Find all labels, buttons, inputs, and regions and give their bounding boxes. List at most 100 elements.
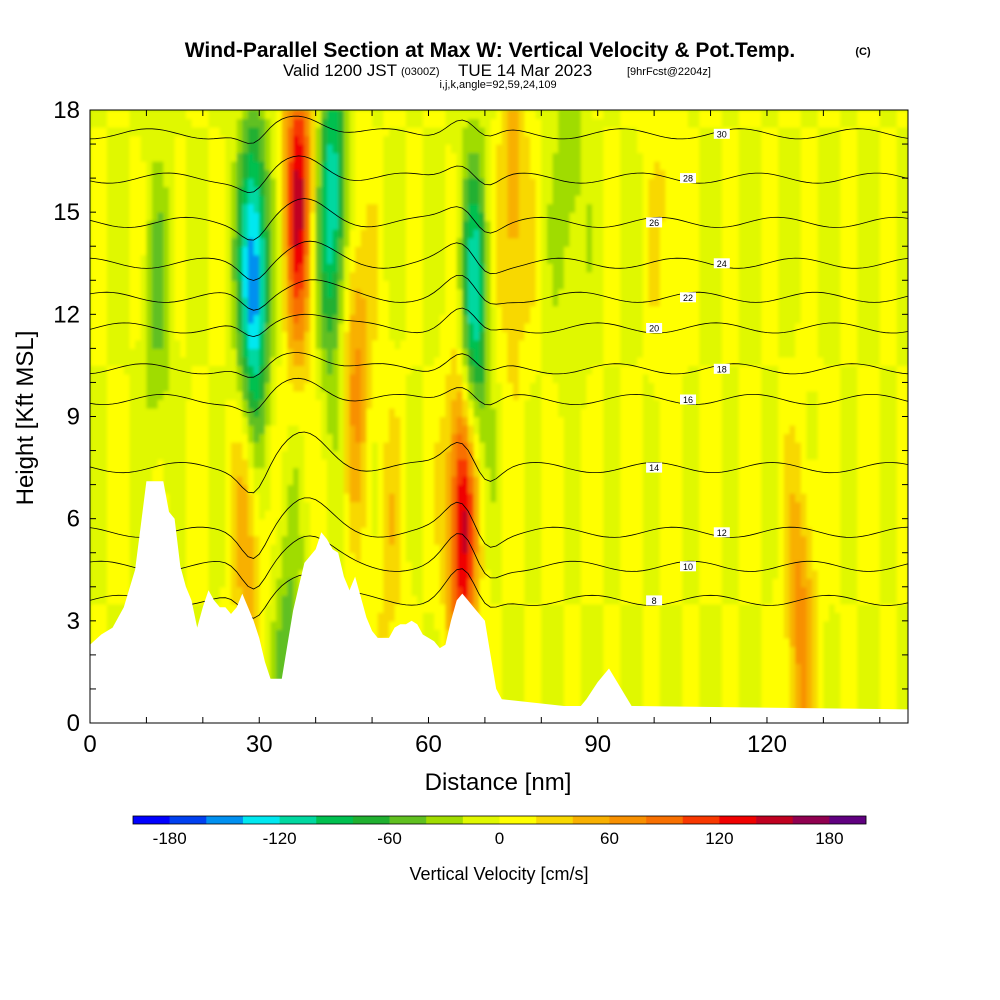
velocity-cell [310,467,317,477]
velocity-cell [388,331,396,341]
velocity-cell [287,544,294,554]
velocity-cell [185,339,193,349]
velocity-cell [383,220,390,230]
velocity-cell [112,263,119,273]
velocity-cell [146,212,153,222]
velocity-cell [355,297,362,307]
velocity-cell [445,552,452,562]
velocity-cell [259,195,266,205]
velocity-cell [185,348,193,358]
velocity-cell [225,271,232,281]
velocity-cell [123,186,131,196]
velocity-cell [281,169,289,179]
velocity-cell [152,203,159,213]
velocity-cell [445,144,452,154]
velocity-cell [270,637,277,647]
velocity-cell [264,203,272,213]
velocity-cell [434,254,441,264]
velocity-cell [467,263,475,273]
velocity-cell [152,288,159,298]
velocity-cell [439,578,447,588]
velocity-cell [400,135,407,145]
velocity-cell [445,510,452,520]
velocity-cell [208,220,215,230]
velocity-cell [326,152,334,162]
velocity-cell [140,118,148,128]
velocity-cell [146,339,153,349]
velocity-cell [95,186,102,196]
velocity-cell [259,407,266,418]
velocity-cell [366,510,373,520]
velocity-cell [281,110,289,120]
velocity-cell [112,433,119,443]
velocity-cell [372,535,379,545]
velocity-cell [90,135,97,145]
velocity-cell [287,195,294,205]
velocity-cell [276,586,283,596]
velocity-cell [106,144,114,154]
velocity-cell [208,186,215,196]
velocity-cell [197,178,204,188]
velocity-cell [355,425,362,435]
velocity-cell [242,195,249,205]
velocity-cell [355,373,362,384]
velocity-cell [231,595,238,605]
velocity-cell [349,220,356,230]
velocity-cell [349,297,356,307]
velocity-cell [338,229,345,239]
velocity-cell [456,288,463,298]
velocity-cell [247,442,255,452]
velocity-cell [321,339,328,349]
velocity-cell [394,544,401,554]
velocity-cell [146,348,153,358]
velocity-cell [123,254,131,264]
velocity-cell [208,527,215,537]
velocity-cell [106,297,114,307]
velocity-cell [451,561,458,571]
velocity-cell [467,535,475,545]
velocity-cell [281,459,289,469]
velocity-cell [434,314,441,324]
velocity-cell [180,484,187,494]
velocity-cell [281,161,289,171]
velocity-cell [349,237,356,247]
velocity-cell [445,569,452,579]
velocity-cell [202,152,210,162]
velocity-cell [445,484,452,494]
velocity-cell [377,178,384,188]
velocity-cell [101,365,108,375]
velocity-cell [326,127,334,137]
velocity-cell [112,603,119,613]
velocity-cell [383,484,390,494]
velocity-cell [388,152,396,162]
velocity-cell [180,569,187,579]
velocity-cell [225,203,232,213]
velocity-cell [135,356,142,367]
velocity-cell [185,271,193,281]
velocity-cell [400,110,407,120]
velocity-cell [411,246,418,256]
velocity-cell [247,527,255,537]
velocity-cell [135,425,142,435]
velocity-cell [197,110,204,120]
velocity-cell [298,195,305,205]
velocity-cell [462,203,469,213]
velocity-cell [135,442,142,452]
velocity-cell [231,118,238,128]
velocity-cell [451,569,458,579]
velocity-cell [140,356,148,367]
velocity-cell [152,212,159,222]
velocity-cell [405,501,413,511]
velocity-cell [180,544,187,554]
velocity-cell [383,169,390,179]
velocity-cell [208,254,215,264]
velocity-cell [180,212,187,222]
velocity-cell [157,229,164,239]
velocity-cell [338,254,345,264]
velocity-cell [253,425,260,435]
velocity-cell [338,288,345,298]
velocity-cell [106,356,114,367]
velocity-cell [428,510,435,520]
velocity-cell [180,390,187,401]
velocity-cell [298,152,305,162]
